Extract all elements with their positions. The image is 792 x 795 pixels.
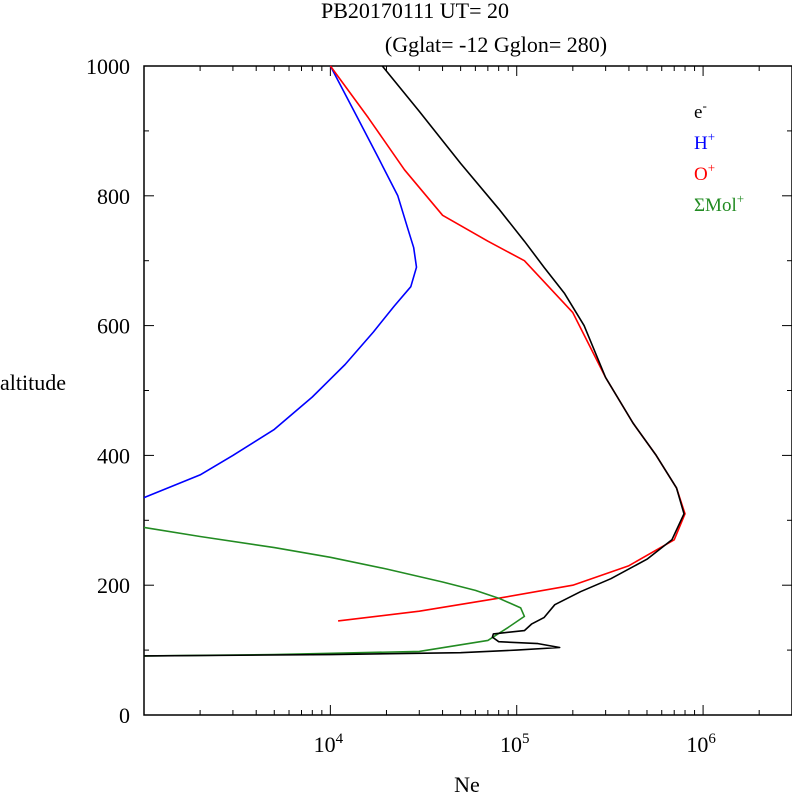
series-line-2 xyxy=(329,65,686,622)
y-tick-label: 800 xyxy=(97,184,130,209)
tick-labels: 0 200 400 600 800 1000 104 105 106 xyxy=(86,54,716,757)
chart-title-line2: (Gglat= -12 Gglon= 280) xyxy=(385,32,607,57)
series-line-0 xyxy=(143,65,685,657)
legend-entry: ΣMol+ xyxy=(694,191,744,216)
chart-title-line1: PB20170111 UT= 20 xyxy=(321,0,509,23)
x-tick-label: 104 xyxy=(314,731,344,757)
x-axis-label: Ne xyxy=(454,772,480,795)
legend-entry: e- xyxy=(694,98,707,123)
y-tick-label: 200 xyxy=(97,573,130,598)
legend: e- H+ O+ ΣMol+ xyxy=(694,98,744,216)
x-tick-label: 105 xyxy=(500,731,530,757)
legend-entry: O+ xyxy=(694,160,715,185)
y-tick-label: 400 xyxy=(97,443,130,468)
series-layer xyxy=(143,65,686,657)
series-line-1 xyxy=(143,65,418,499)
y-tick-label: 600 xyxy=(97,314,130,339)
y-axis-label: altitude xyxy=(0,370,66,395)
x-tick-label: 106 xyxy=(686,731,716,757)
axis-ticks xyxy=(143,65,792,716)
y-tick-label: 0 xyxy=(119,703,130,728)
y-tick-label: 1000 xyxy=(86,54,130,79)
series-line-3 xyxy=(143,526,526,657)
legend-entry: H+ xyxy=(694,129,715,154)
